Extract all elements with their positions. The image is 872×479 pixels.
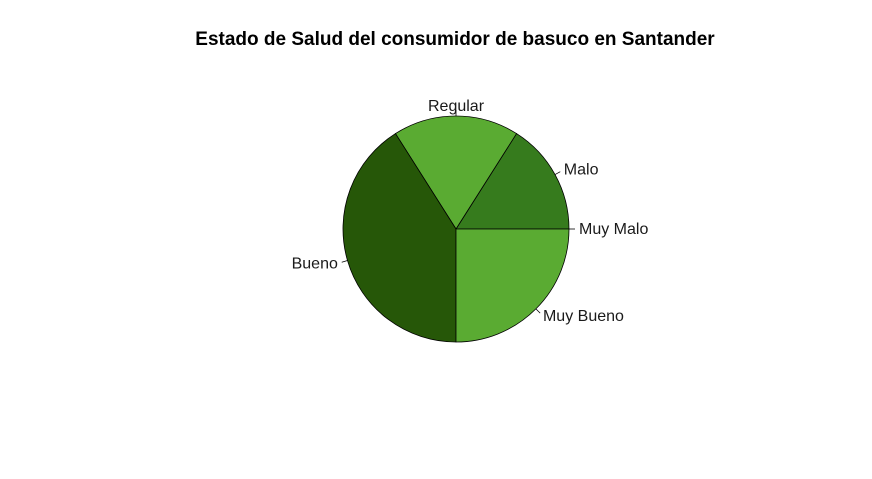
pie-slice-muy-bueno [455,228,570,343]
label-tick-muy-bueno [535,308,541,314]
pie-labels: Muy Malo Malo Regular Bueno Muy Bueno [292,98,649,325]
pie-slices [342,115,570,343]
pie-slice-regular [394,115,518,230]
label-tick-malo [554,171,561,175]
slice-label-muy-malo: Muy Malo [579,221,648,238]
slice-label-bueno: Bueno [292,255,338,272]
pie-slice-bueno [342,133,457,343]
label-tick-bueno [341,260,348,263]
slice-label-muy-bueno: Muy Bueno [543,308,624,325]
pie-slice-malo [455,133,570,230]
slice-label-regular: Regular [428,98,485,115]
slice-label-malo: Malo [564,162,599,179]
chart-title: Estado de Salud del consumidor de basuco… [195,29,715,50]
